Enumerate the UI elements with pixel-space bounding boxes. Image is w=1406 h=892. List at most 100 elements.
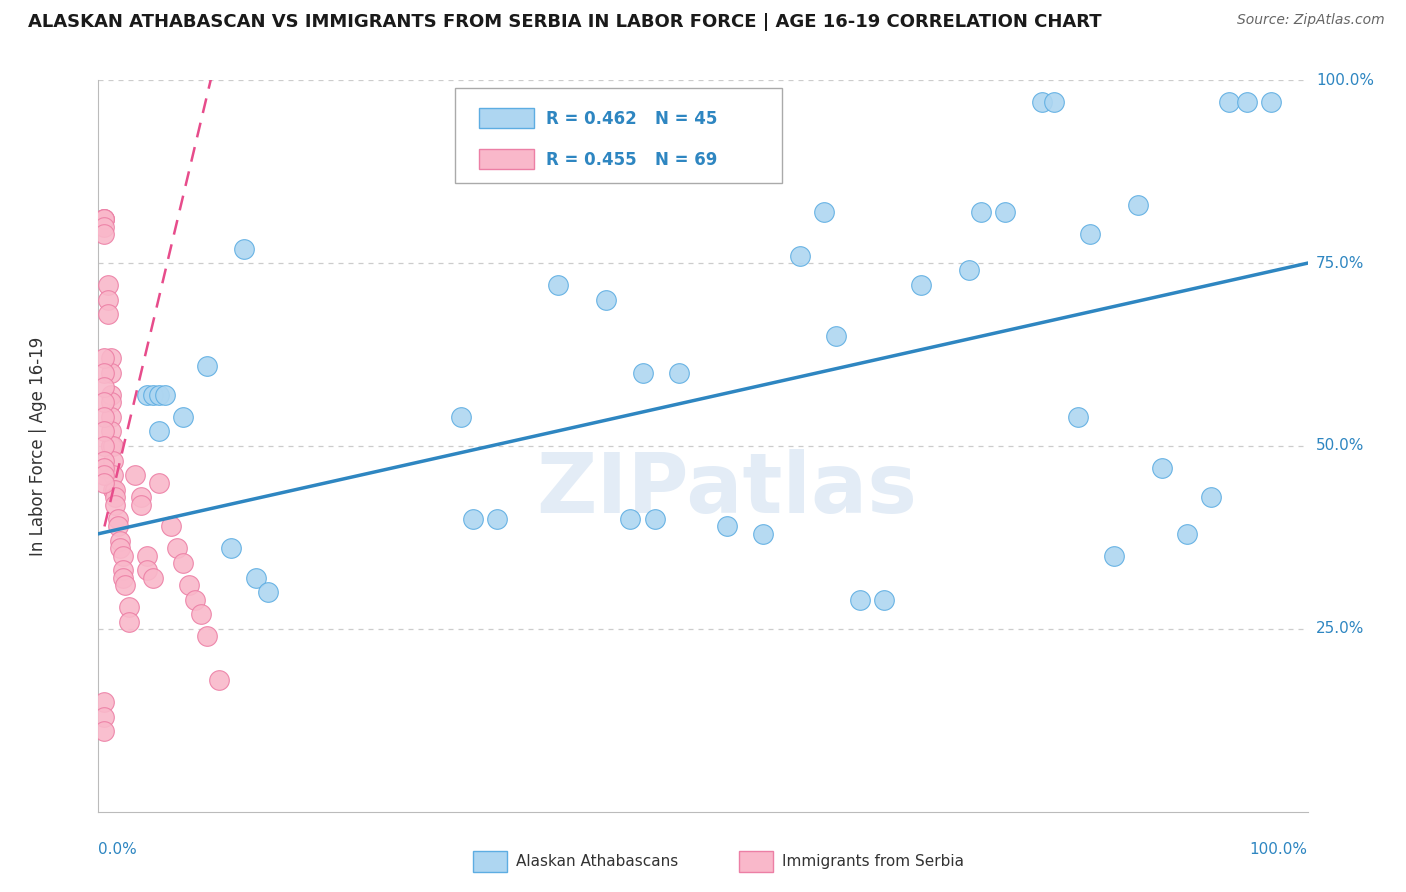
Point [93, 475, 115, 490]
Point [93, 219, 115, 234]
Point [631, 366, 654, 380]
Point [100, 425, 122, 439]
Point [93, 439, 115, 453]
Point [789, 249, 811, 263]
Point [135, 388, 157, 402]
Point [166, 541, 188, 556]
Point [100, 366, 122, 380]
Text: ZIPatlas: ZIPatlas [537, 450, 918, 531]
FancyBboxPatch shape [479, 149, 534, 169]
Point [111, 549, 134, 563]
Point [107, 512, 129, 526]
Point [177, 578, 201, 592]
Point [221, 541, 243, 556]
Point [93, 212, 115, 227]
Point [104, 490, 127, 504]
Point [100, 388, 122, 402]
Point [148, 425, 170, 439]
Point [1199, 490, 1222, 504]
Point [813, 205, 835, 219]
Point [93, 409, 115, 424]
Point [148, 475, 170, 490]
Point [93, 453, 115, 467]
Point [111, 563, 134, 577]
Point [619, 512, 641, 526]
Point [245, 571, 267, 585]
Text: 100.0%: 100.0% [1316, 73, 1374, 87]
Point [195, 629, 218, 643]
Point [142, 388, 165, 402]
Point [172, 556, 194, 570]
Point [100, 395, 122, 409]
Text: 25.0%: 25.0% [1316, 622, 1364, 636]
Point [93, 468, 115, 483]
Point [135, 563, 157, 577]
Point [1175, 526, 1198, 541]
Text: Alaskan Athabascans: Alaskan Athabascans [516, 854, 678, 869]
Point [160, 519, 183, 533]
Point [93, 425, 115, 439]
Text: 0.0%: 0.0% [98, 842, 138, 857]
Point [101, 453, 124, 467]
FancyBboxPatch shape [740, 851, 773, 871]
Point [101, 483, 124, 497]
Point [153, 388, 176, 402]
Point [849, 592, 872, 607]
Point [104, 483, 127, 497]
Point [1078, 227, 1101, 241]
Text: ALASKAN ATHABASCAN VS IMMIGRANTS FROM SERBIA IN LABOR FORCE | AGE 16-19 CORRELAT: ALASKAN ATHABASCAN VS IMMIGRANTS FROM SE… [28, 13, 1102, 31]
Point [108, 541, 131, 556]
Point [93, 709, 115, 723]
Point [232, 242, 254, 256]
Point [108, 534, 131, 549]
Point [93, 695, 115, 709]
Text: 100.0%: 100.0% [1250, 842, 1308, 857]
Point [114, 578, 136, 592]
Point [190, 607, 212, 622]
Point [195, 359, 218, 373]
Point [752, 526, 775, 541]
Point [111, 571, 134, 585]
Point [1236, 95, 1258, 110]
Point [100, 409, 122, 424]
Point [100, 439, 122, 453]
Point [148, 388, 170, 402]
Point [1152, 461, 1174, 475]
Point [256, 585, 278, 599]
Point [1031, 95, 1053, 110]
Point [463, 512, 485, 526]
Point [93, 380, 115, 394]
Point [93, 351, 115, 366]
Text: Immigrants from Serbia: Immigrants from Serbia [782, 854, 963, 869]
Point [450, 409, 472, 424]
Text: 50.0%: 50.0% [1316, 439, 1364, 453]
Point [101, 439, 124, 453]
Point [97, 293, 120, 307]
Point [118, 599, 141, 614]
Point [1218, 95, 1240, 110]
Point [1067, 409, 1090, 424]
Point [486, 512, 509, 526]
Text: N = 69: N = 69 [655, 151, 717, 169]
Text: 75.0%: 75.0% [1316, 256, 1364, 270]
Point [97, 278, 120, 293]
Point [118, 615, 141, 629]
Point [100, 439, 122, 453]
Point [668, 366, 690, 380]
Point [97, 307, 120, 321]
Point [825, 329, 848, 343]
Point [129, 490, 152, 504]
Point [970, 205, 993, 219]
Point [957, 263, 980, 277]
FancyBboxPatch shape [474, 851, 508, 871]
Point [101, 468, 124, 483]
Text: R = 0.455: R = 0.455 [546, 151, 637, 169]
Point [107, 519, 129, 533]
Point [910, 278, 932, 293]
FancyBboxPatch shape [479, 108, 534, 128]
Text: R = 0.462: R = 0.462 [546, 111, 637, 128]
Point [208, 673, 231, 687]
Point [873, 592, 896, 607]
Point [93, 366, 115, 380]
Point [547, 278, 569, 293]
